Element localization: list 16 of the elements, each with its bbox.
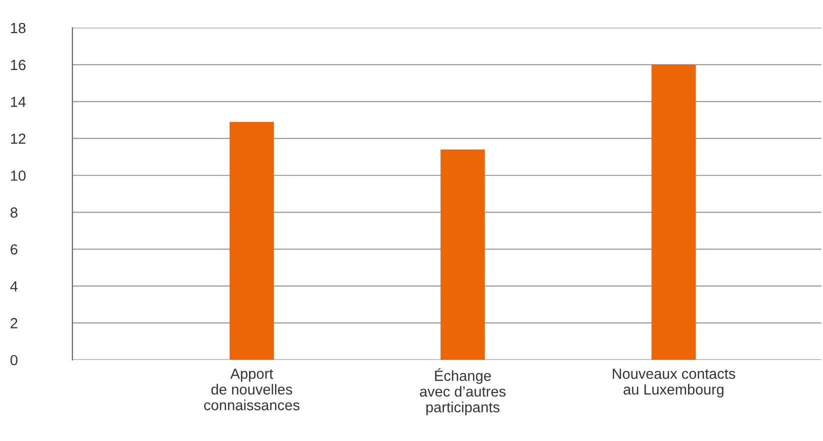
y-tick-label: 14: [11, 96, 26, 107]
bar: [652, 64, 696, 360]
bar: [230, 122, 274, 360]
y-tick-label: 4: [10, 281, 18, 292]
y-tick-label: 18: [11, 22, 26, 34]
y-tick-label: 10: [11, 170, 26, 181]
y-tick-label: 2: [10, 318, 18, 328]
bar: [440, 150, 485, 360]
x-tick-label: Nouveaux contacts au Luxembourg: [612, 368, 736, 398]
x-tick-label: Échange avec d’autres participants: [420, 368, 506, 416]
y-tick-label: 16: [11, 60, 26, 70]
x-tick-label: Apport de nouvelles connaissances: [204, 368, 300, 410]
y-tick-label: 0: [10, 354, 18, 366]
y-tick-label: 6: [10, 244, 18, 255]
y-tick-label: 8: [10, 207, 18, 218]
y-tick-label: 12: [11, 134, 26, 144]
